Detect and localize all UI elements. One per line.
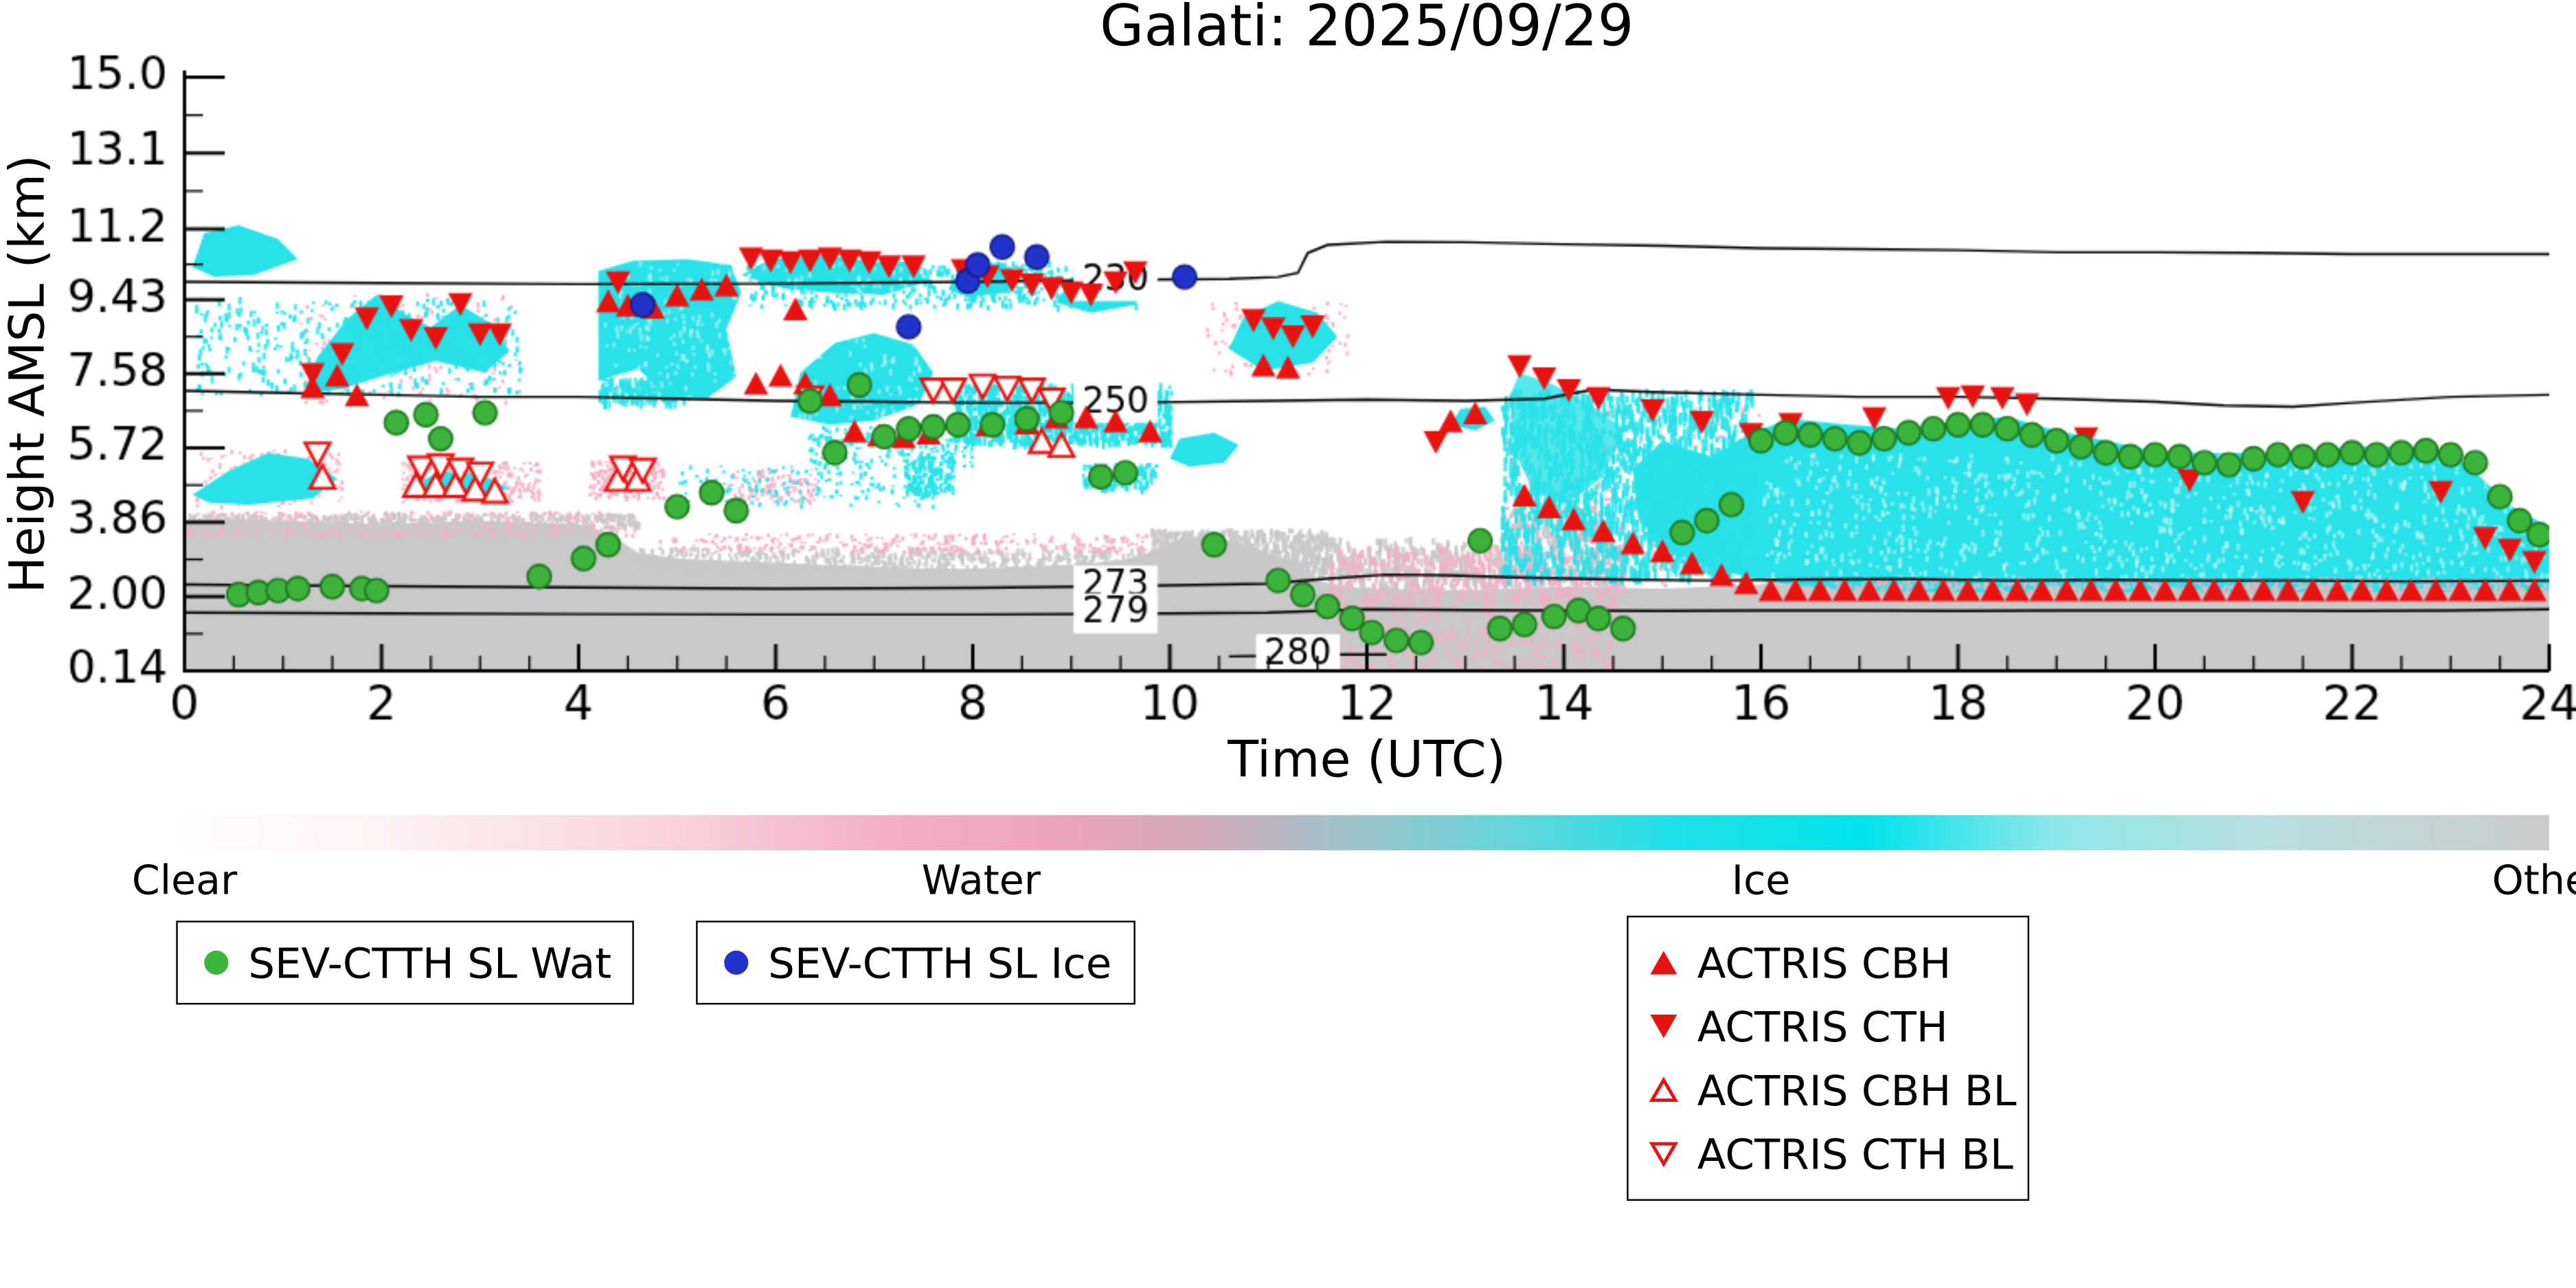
red-triangle-up-icon — [1649, 949, 1679, 976]
legend-sev-ctth-ice: SEV-CTTH SL Ice — [696, 920, 1136, 1005]
legend-cth-bl-label: ACTRIS CTH BL — [1697, 1129, 2013, 1179]
colorbar-label-ice: Ice — [1731, 857, 1791, 904]
legend-row-cth: ACTRIS CTH — [1649, 1002, 2028, 1051]
legend-wat-label: SEV-CTTH SL Wat — [248, 938, 612, 987]
legend-row-cbh: ACTRIS CBH — [1649, 938, 2028, 987]
colorbar-label-other: Other — [2492, 857, 2576, 904]
blue-circle-icon — [721, 947, 752, 978]
legend-sev-ctth-wat: SEV-CTTH SL Wat — [176, 920, 634, 1005]
legend-cbh-label: ACTRIS CBH — [1697, 938, 1952, 987]
plot-canvas — [0, 0, 2576, 802]
legend-actris: ACTRIS CBH ACTRIS CTH ACTRIS CBH BL ACTR… — [1627, 916, 2030, 1201]
legend-row-cbh-bl: ACTRIS CBH BL — [1649, 1065, 2028, 1115]
colorbar-label-clear: Clear — [131, 857, 238, 904]
legend-cbh-bl-label: ACTRIS CBH BL — [1697, 1065, 2017, 1115]
legend-cth-label: ACTRIS CTH — [1697, 1002, 1948, 1051]
red-open-triangle-down-icon — [1649, 1140, 1679, 1168]
colorbar-label-water: Water — [921, 857, 1041, 904]
legend-ice-label: SEV-CTTH SL Ice — [768, 938, 1112, 987]
red-open-triangle-up-icon — [1649, 1076, 1679, 1103]
legend-row-cth-bl: ACTRIS CTH BL — [1649, 1129, 2028, 1178]
colorbar-gradient — [184, 815, 2549, 850]
green-circle-icon — [201, 947, 231, 978]
y-axis-label: Height AMSL (km) — [0, 155, 56, 594]
colorbar-labels: Clear Water Ice Other — [132, 857, 2576, 904]
chart-title: Galati: 2025/09/29 — [1099, 0, 1634, 60]
red-triangle-down-icon — [1649, 1013, 1679, 1040]
x-axis-label: Time (UTC) — [1228, 731, 1506, 790]
